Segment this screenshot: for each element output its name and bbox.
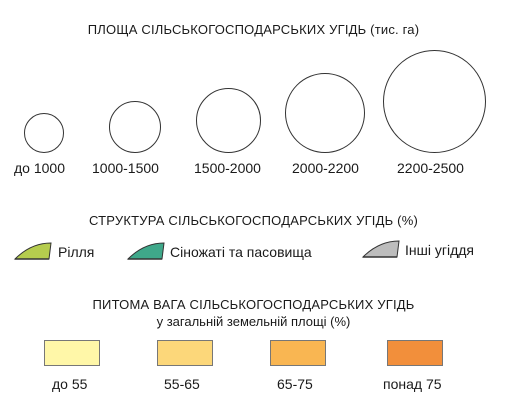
share-class-2-label: 55-65 [164,376,200,392]
circle-class-4-label: 2000-2200 [292,160,359,176]
meadows-pastures-sector-icon [126,242,165,260]
share-class-1-label: до 55 [52,376,88,392]
share-swatch-2 [157,340,213,366]
area-legend-title: ПЛОЩА СІЛЬСЬКОГОСПОДАРСЬКИХ УГІДЬ (тис. … [87,22,420,37]
other-land-label: Інші угіддя [405,242,474,258]
arable-land-sector-icon [13,242,52,260]
meadows-pastures-label: Сіножаті та пасовища [170,244,312,260]
share-class-4-label: понад 75 [383,376,442,392]
share-swatch-3 [270,340,326,366]
circle-class-3 [196,88,261,153]
structure-legend-title: СТРУКТУРА СІЛЬСЬКОГОСПОДАРСЬКИХ УГІДЬ (%… [88,213,418,228]
circle-class-1 [24,113,64,153]
share-swatch-4 [387,340,443,366]
circle-class-2-label: 1000-1500 [92,160,159,176]
other-land-sector-icon [361,240,400,258]
circle-class-3-label: 1500-2000 [194,160,261,176]
circle-class-4 [285,73,365,153]
share-legend-title: ПИТОМА ВАГА СІЛЬСЬКОГОСПОДАРСЬКИХ УГІДЬ [92,297,415,312]
share-class-3-label: 65-75 [277,376,313,392]
share-legend-subtitle: у загальній земельній площі (%) [156,314,351,329]
circle-class-5 [383,50,486,153]
circle-class-1-label: до 1000 [14,160,65,176]
circle-class-5-label: 2200-2500 [397,160,464,176]
share-swatch-1 [44,340,100,366]
circle-class-2 [109,101,161,153]
arable-land-label: Рілля [58,244,95,260]
